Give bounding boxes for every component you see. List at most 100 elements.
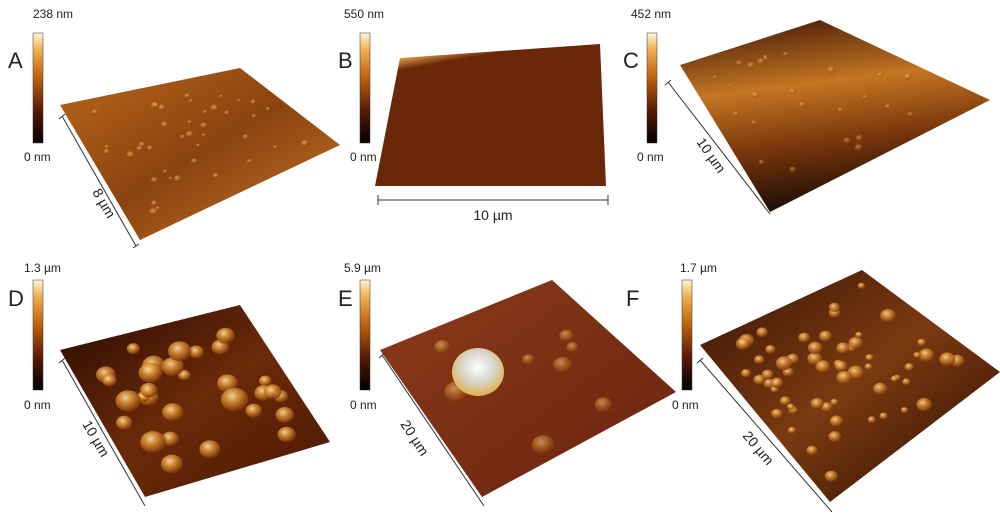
bump: [522, 354, 535, 365]
bump: [761, 369, 774, 380]
bump: [237, 98, 241, 102]
bump: [158, 104, 166, 111]
bump: [180, 134, 186, 139]
bump: [753, 374, 766, 385]
bump: [939, 352, 956, 367]
min-label: 0 nm: [672, 398, 699, 412]
bump: [102, 374, 117, 387]
bump: [828, 431, 842, 443]
color-bar: [646, 32, 658, 144]
color-bar: [681, 279, 693, 391]
bump: [836, 370, 853, 385]
bump: [751, 91, 759, 99]
bump: [754, 355, 765, 365]
bump: [219, 94, 224, 98]
max-label: 238 nm: [33, 7, 73, 21]
bump: [828, 302, 840, 312]
min-label: 0 nm: [637, 150, 664, 164]
bump: [916, 398, 932, 412]
bump: [434, 340, 451, 354]
bump: [277, 426, 296, 443]
panel-letter: A: [8, 48, 23, 73]
bump: [187, 120, 192, 124]
panel-letter: B: [338, 48, 353, 73]
bump: [821, 402, 833, 412]
bump: [789, 88, 796, 94]
bump: [531, 435, 555, 455]
bump: [138, 141, 146, 148]
bump: [848, 336, 863, 349]
scale-line: [58, 113, 140, 249]
bump: [854, 144, 863, 151]
bump: [857, 282, 866, 290]
bump: [199, 440, 221, 459]
bump: [855, 331, 863, 339]
scale-line: [696, 357, 833, 513]
bump: [216, 327, 235, 344]
bump: [879, 412, 888, 420]
bump: [160, 454, 183, 474]
bump: [884, 103, 891, 109]
bump: [903, 73, 912, 80]
bump: [115, 390, 141, 412]
bump: [115, 415, 133, 430]
bump: [203, 110, 208, 114]
min-label: 0 nm: [24, 150, 51, 164]
bump: [250, 99, 257, 105]
bump: [265, 106, 271, 111]
bump: [559, 329, 574, 342]
bump: [824, 470, 838, 482]
bump: [837, 107, 844, 113]
bump: [195, 143, 201, 148]
bump: [126, 151, 135, 159]
bump: [251, 114, 257, 119]
bump: [103, 148, 110, 155]
bump: [775, 356, 793, 371]
surface: [375, 44, 606, 186]
color-bar: [359, 32, 371, 144]
bump: [735, 60, 743, 66]
scale-line: [664, 79, 771, 215]
bump: [151, 177, 158, 183]
bump: [756, 57, 766, 66]
min-label: 0 nm: [350, 398, 377, 412]
bump: [913, 351, 921, 359]
bump: [902, 378, 911, 386]
bump: [566, 342, 579, 353]
surface-texture: [91, 51, 965, 482]
bump: [150, 200, 158, 206]
surface: [380, 280, 676, 497]
bump: [150, 101, 160, 109]
scale-line: [378, 352, 485, 507]
bump: [104, 144, 110, 150]
panel-letter: E: [338, 286, 353, 311]
bump: [740, 369, 751, 378]
bump: [806, 445, 818, 456]
bump: [91, 109, 98, 115]
bump: [786, 403, 795, 410]
scale-line: [58, 357, 146, 507]
bump: [733, 111, 740, 117]
bump: [735, 337, 751, 350]
min-label: 0 nm: [24, 398, 51, 412]
color-bar: [32, 279, 44, 391]
surface: [700, 270, 1000, 502]
bump: [212, 173, 220, 179]
bump: [862, 94, 868, 99]
bump: [819, 330, 832, 342]
surface: [680, 20, 990, 212]
min-label: 0 nm: [350, 150, 377, 164]
bump: [771, 377, 784, 388]
bump: [149, 208, 158, 216]
bump: [815, 360, 831, 373]
bump: [873, 382, 888, 395]
bump: [191, 158, 198, 164]
max-label: 1.7 µm: [680, 261, 717, 275]
bump: [864, 363, 873, 370]
bump: [201, 133, 206, 137]
bump: [763, 55, 769, 61]
bump: [843, 137, 851, 144]
bump: [907, 111, 914, 117]
scale-line: [377, 195, 609, 205]
bump: [275, 407, 295, 423]
